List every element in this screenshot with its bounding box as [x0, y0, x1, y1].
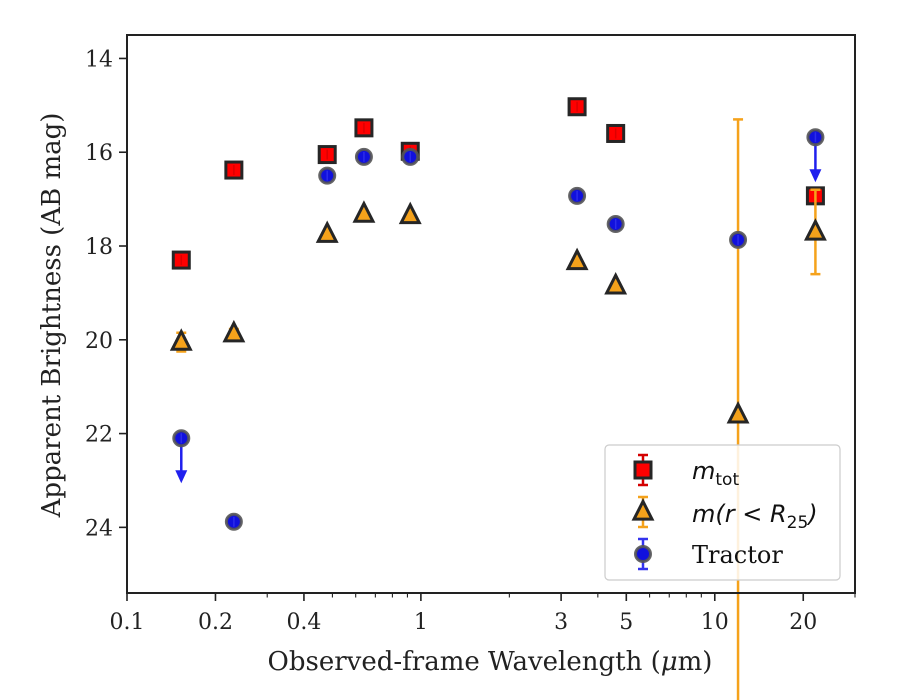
- legend-frame: [604, 444, 841, 581]
- y-axis-label: Apparent Brightness (AB mag): [37, 113, 67, 519]
- series-mtot: [171, 97, 825, 270]
- series-mr25: [169, 118, 827, 700]
- x-tick-label: 0.1: [110, 610, 145, 635]
- legend-marker: [634, 545, 652, 563]
- legend-label-mr25: m(r < R25): [692, 500, 818, 533]
- x-tick-label: 0.4: [286, 610, 321, 635]
- x-tick-label: 0.2: [198, 610, 233, 635]
- legend-markers: [631, 453, 655, 571]
- legend-marker: [631, 498, 655, 521]
- axes: 0.1 0.2 0.4 1 3 5 10 20 14 16 18 20 22 24: [85, 34, 856, 635]
- series-tractor: [172, 128, 825, 531]
- x-tick-label: 5: [619, 610, 633, 635]
- plot-area: [169, 97, 827, 700]
- x-tick-label: 3: [554, 610, 568, 635]
- legend-marker: [633, 460, 653, 480]
- legend-label-mtot: mtot: [692, 457, 739, 490]
- y-tick-label: 24: [85, 516, 113, 541]
- y-tick-label: 16: [85, 141, 113, 166]
- y-tick-label: 22: [85, 423, 113, 448]
- y-tick-label: 20: [85, 329, 113, 354]
- legend-label-tractor: Tractor: [692, 541, 783, 569]
- y-tick-label: 18: [85, 235, 113, 260]
- x-axis-label: Observed-frame Wavelength (μm): [268, 647, 713, 677]
- x-tick-label: 20: [789, 610, 817, 635]
- y-tick-label: 14: [85, 47, 113, 72]
- legend: mtot m(r < R25) Tractor: [604, 444, 841, 581]
- upper-limit-arrow-head: [175, 470, 188, 484]
- x-tick-label: 1: [414, 610, 428, 635]
- upper-limit-arrow-head: [809, 169, 822, 183]
- x-tick-label: 10: [701, 610, 729, 635]
- plot-frame: [126, 34, 856, 594]
